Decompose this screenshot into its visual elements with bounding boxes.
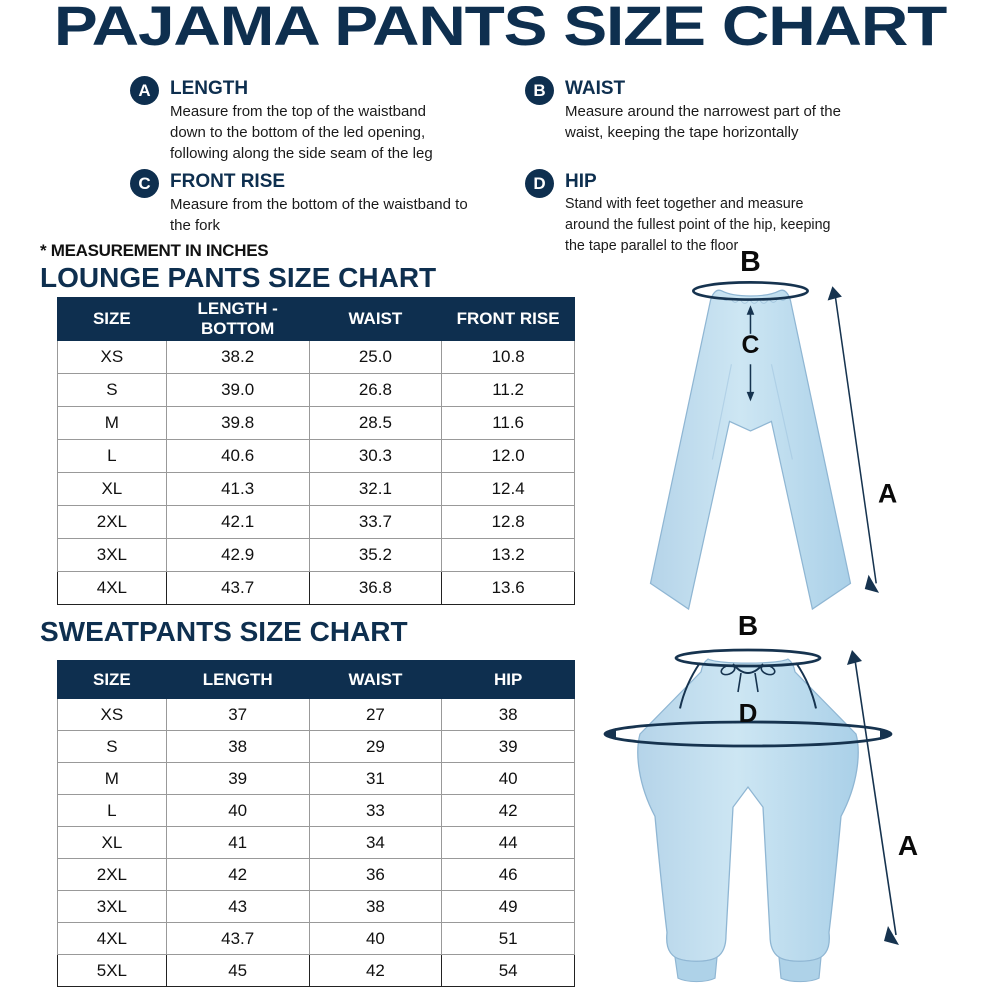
svg-text:D: D (739, 698, 758, 728)
svg-text:A: A (898, 830, 918, 861)
svg-text:A: A (878, 478, 897, 508)
svg-text:B: B (740, 250, 761, 278)
svg-text:C: C (742, 332, 760, 359)
svg-text:B: B (738, 610, 758, 641)
